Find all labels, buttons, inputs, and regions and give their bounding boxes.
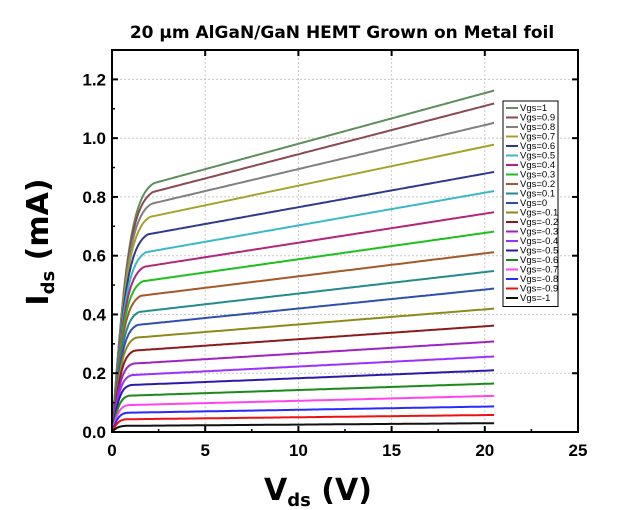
legend-label: Vgs=0.4 (520, 160, 555, 171)
axis-ticks: 0 5 10 15 20 25 0.0 0.2 0.4 0.6 0.8 1.0 1.2 (82, 49, 588, 460)
legend-label: Vgs=-0.4 (520, 236, 558, 247)
series-line (111, 170, 495, 433)
series-line (111, 422, 495, 433)
x-tick-label: 10 (289, 441, 308, 460)
series-lines (111, 89, 495, 433)
legend-label: Vgs=0.8 (520, 122, 555, 133)
legend-label: Vgs=0.3 (520, 170, 555, 181)
y-tick-label: 0.2 (82, 364, 106, 383)
series-line (111, 287, 495, 433)
grid (112, 50, 578, 432)
x-tick-label: 25 (569, 441, 588, 460)
legend-label: Vgs=-0.1 (520, 208, 558, 219)
y-axis-title-main: I (21, 294, 56, 305)
y-tick-label: 0.0 (82, 423, 106, 442)
y-tick-label: 1.0 (82, 129, 106, 148)
x-axis-title-unit: (V) (311, 473, 372, 508)
y-tick-label: 0.8 (82, 188, 106, 207)
series-line (111, 324, 495, 433)
legend: Vgs=1Vgs=0.9Vgs=0.8Vgs=0.7Vgs=0.6Vgs=0.5… (502, 100, 559, 307)
x-tick-label: 15 (382, 441, 401, 460)
series-line (111, 102, 495, 433)
series-line (111, 230, 495, 433)
series-line (111, 121, 495, 433)
legend-label: Vgs=-0.6 (520, 255, 558, 266)
series-line (111, 143, 495, 433)
legend-label: Vgs=0.5 (520, 151, 555, 162)
x-axis-title: Vds (V) (264, 473, 372, 510)
legend-label: Vgs=0.9 (520, 113, 555, 124)
legend-label: Vgs=-0.8 (520, 274, 558, 285)
legend-label: Vgs=0.1 (520, 189, 555, 200)
legend-label: Vgs=0.6 (520, 141, 555, 152)
legend-label: Vgs=0 (520, 198, 547, 209)
series-line (111, 355, 495, 433)
series-line (111, 369, 495, 433)
chart-title: 20 µm AlGaN/GaN HEMT Grown on Metal foil (130, 23, 554, 43)
series-line (111, 270, 495, 433)
legend-label: Vgs=-1 (520, 293, 550, 304)
series-line (111, 307, 495, 433)
x-axis-title-sub: ds (287, 490, 311, 510)
y-tick-label: 0.4 (82, 305, 106, 324)
legend-label: Vgs=1 (520, 103, 547, 114)
y-axis-title-unit: (mA) (21, 178, 56, 270)
series-line (111, 89, 495, 433)
y-axis-title-sub: ds (38, 271, 59, 295)
legend-label: Vgs=0.2 (520, 179, 555, 190)
y-tick-label: 0.6 (82, 247, 106, 266)
legend-label: Vgs=-0.9 (520, 284, 558, 295)
legend-label: Vgs=-0.7 (520, 265, 558, 276)
series-line (111, 251, 495, 433)
x-tick-label: 0 (107, 441, 116, 460)
x-axis-title-main: V (264, 473, 288, 508)
x-tick-label: 5 (200, 441, 209, 460)
y-axis-title: Ids (mA) (21, 178, 59, 305)
legend-label: Vgs=-0.2 (520, 217, 558, 228)
series-line (111, 190, 495, 433)
series-line (111, 211, 495, 433)
legend-label: Vgs=-0.5 (520, 246, 558, 257)
series-line (111, 414, 495, 433)
series-line (111, 382, 495, 433)
x-tick-label: 20 (475, 441, 494, 460)
y-tick-label: 1.2 (82, 70, 106, 89)
series-line (111, 340, 495, 433)
series-line (111, 405, 495, 433)
series-line (111, 394, 495, 433)
legend-label: Vgs=-0.3 (520, 227, 558, 238)
legend-label: Vgs=0.7 (520, 132, 555, 143)
